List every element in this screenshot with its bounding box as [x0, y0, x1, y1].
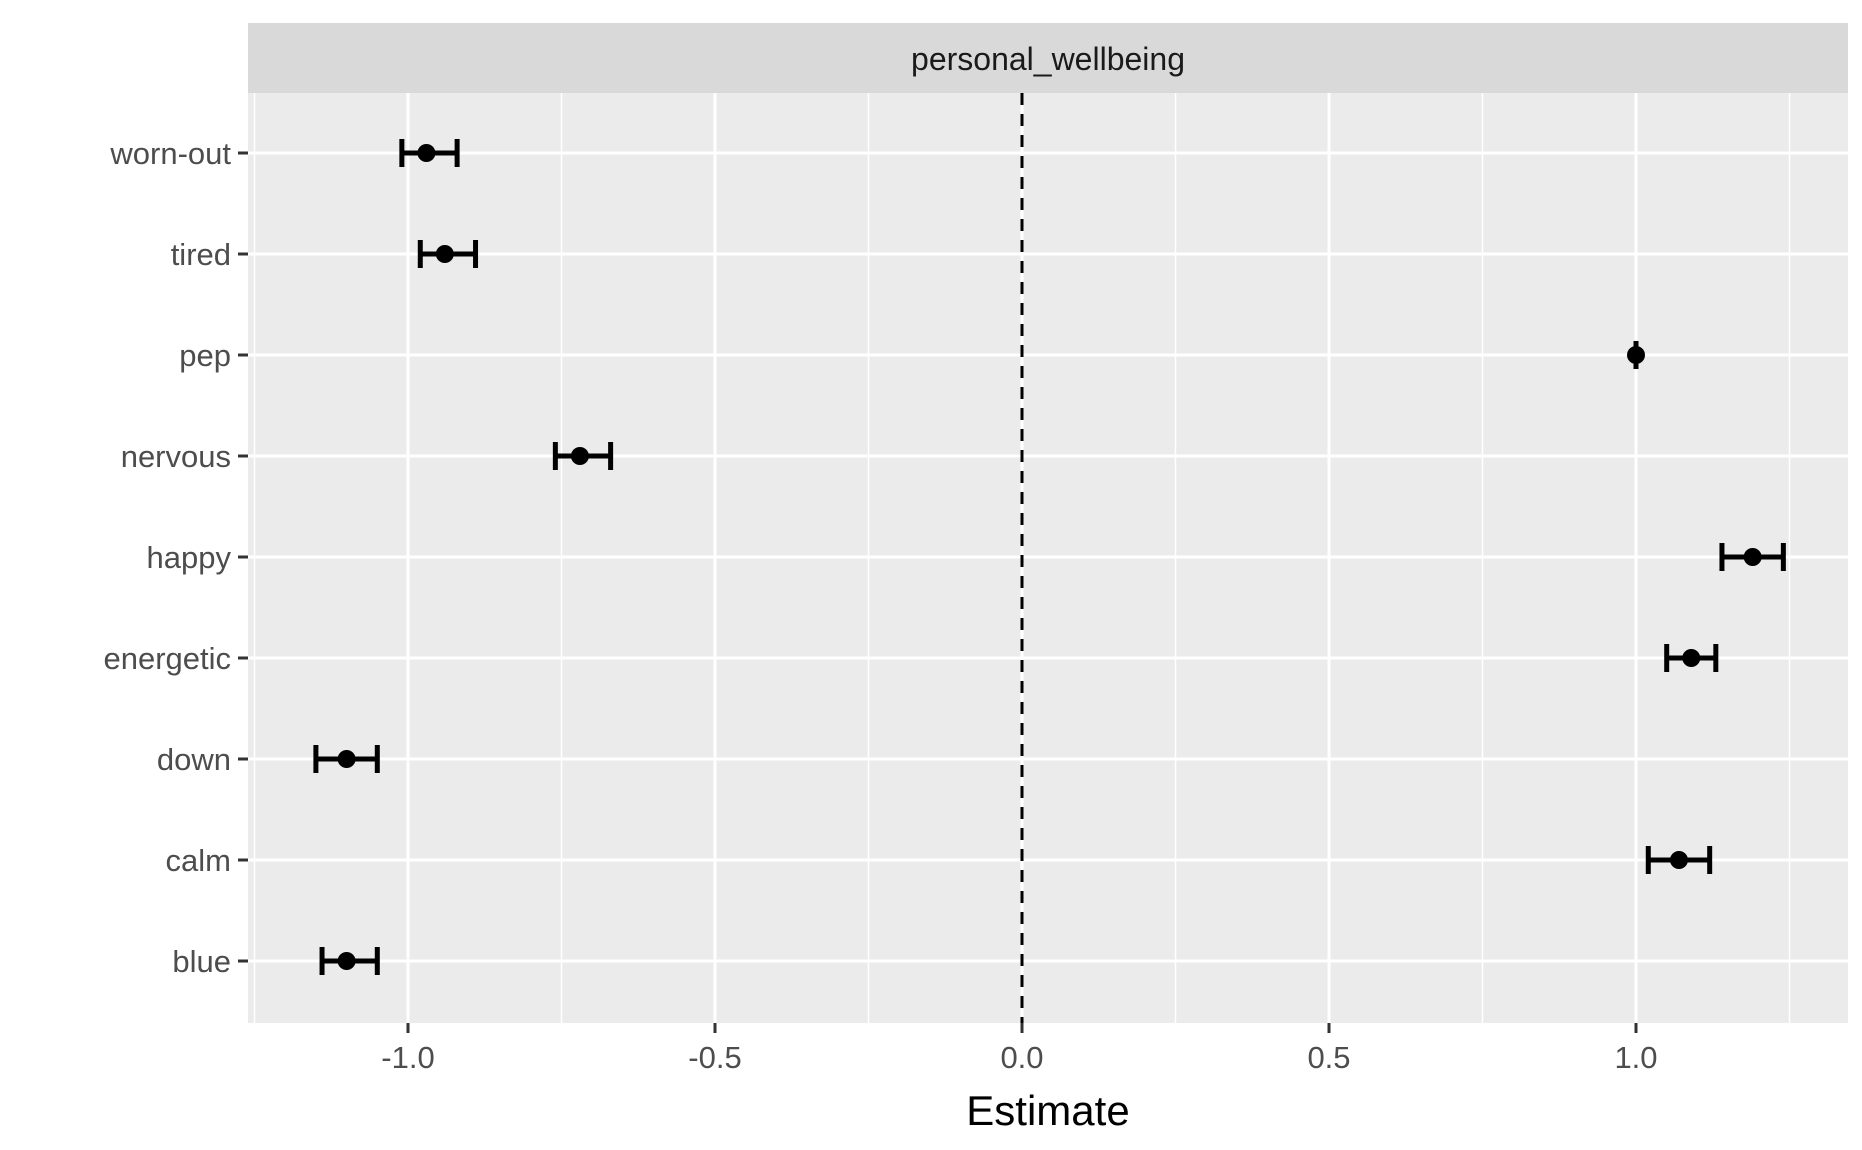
y-tick-label: happy [147, 540, 232, 575]
point-tired [435, 245, 454, 263]
y-axis: worn-out tired pep nervous happy energetic dow… [103, 136, 248, 979]
x-tick-label: -0.5 [688, 1040, 741, 1075]
point-down [337, 750, 356, 768]
point-energetic [1682, 649, 1701, 667]
x-axis-title: Estimate [966, 1087, 1129, 1134]
y-tick-label: worn-out [109, 136, 231, 171]
x-tick-label: -1.0 [381, 1040, 434, 1075]
point-happy [1743, 548, 1762, 566]
y-tick-label: pep [179, 338, 231, 373]
y-tick-label: nervous [121, 439, 231, 474]
point-nervous [570, 447, 589, 465]
x-tick-label: 0.0 [1000, 1040, 1043, 1075]
facet-strip [248, 23, 1848, 93]
point-blue [337, 952, 356, 970]
y-tick-label: blue [172, 944, 231, 979]
point-worn-out [417, 144, 436, 162]
y-tick-label: energetic [103, 641, 231, 676]
major-gridlines [248, 93, 1848, 1023]
x-tick-label: 1.0 [1614, 1040, 1657, 1075]
point-pep [1627, 346, 1645, 364]
x-axis: -1.0 -0.5 0.0 0.5 1.0 [381, 1023, 1658, 1075]
y-tick-label: calm [166, 843, 231, 878]
y-tick-label: down [157, 742, 231, 777]
x-tick-label: 0.5 [1307, 1040, 1350, 1075]
y-tick-label: tired [171, 237, 231, 272]
estimate-points [337, 144, 1762, 970]
facet-label: personal_wellbeing [911, 41, 1185, 77]
point-calm [1669, 851, 1688, 869]
